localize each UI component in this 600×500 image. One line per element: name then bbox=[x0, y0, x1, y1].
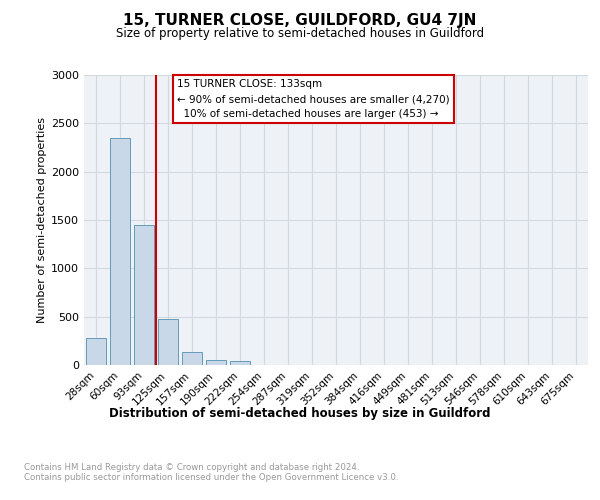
Bar bbox=[134, 225, 154, 365]
Text: Contains HM Land Registry data © Crown copyright and database right 2024.
Contai: Contains HM Land Registry data © Crown c… bbox=[24, 462, 398, 482]
Bar bbox=[158, 319, 178, 365]
Bar bbox=[206, 360, 226, 365]
Text: Size of property relative to semi-detached houses in Guildford: Size of property relative to semi-detach… bbox=[116, 28, 484, 40]
Bar bbox=[230, 360, 250, 365]
Text: Distribution of semi-detached houses by size in Guildford: Distribution of semi-detached houses by … bbox=[109, 408, 491, 420]
Y-axis label: Number of semi-detached properties: Number of semi-detached properties bbox=[37, 117, 47, 323]
Bar bbox=[110, 138, 130, 365]
Bar bbox=[86, 338, 106, 365]
Bar bbox=[182, 352, 202, 365]
Text: 15 TURNER CLOSE: 133sqm
← 90% of semi-detached houses are smaller (4,270)
  10% : 15 TURNER CLOSE: 133sqm ← 90% of semi-de… bbox=[177, 80, 450, 119]
Text: 15, TURNER CLOSE, GUILDFORD, GU4 7JN: 15, TURNER CLOSE, GUILDFORD, GU4 7JN bbox=[124, 12, 476, 28]
